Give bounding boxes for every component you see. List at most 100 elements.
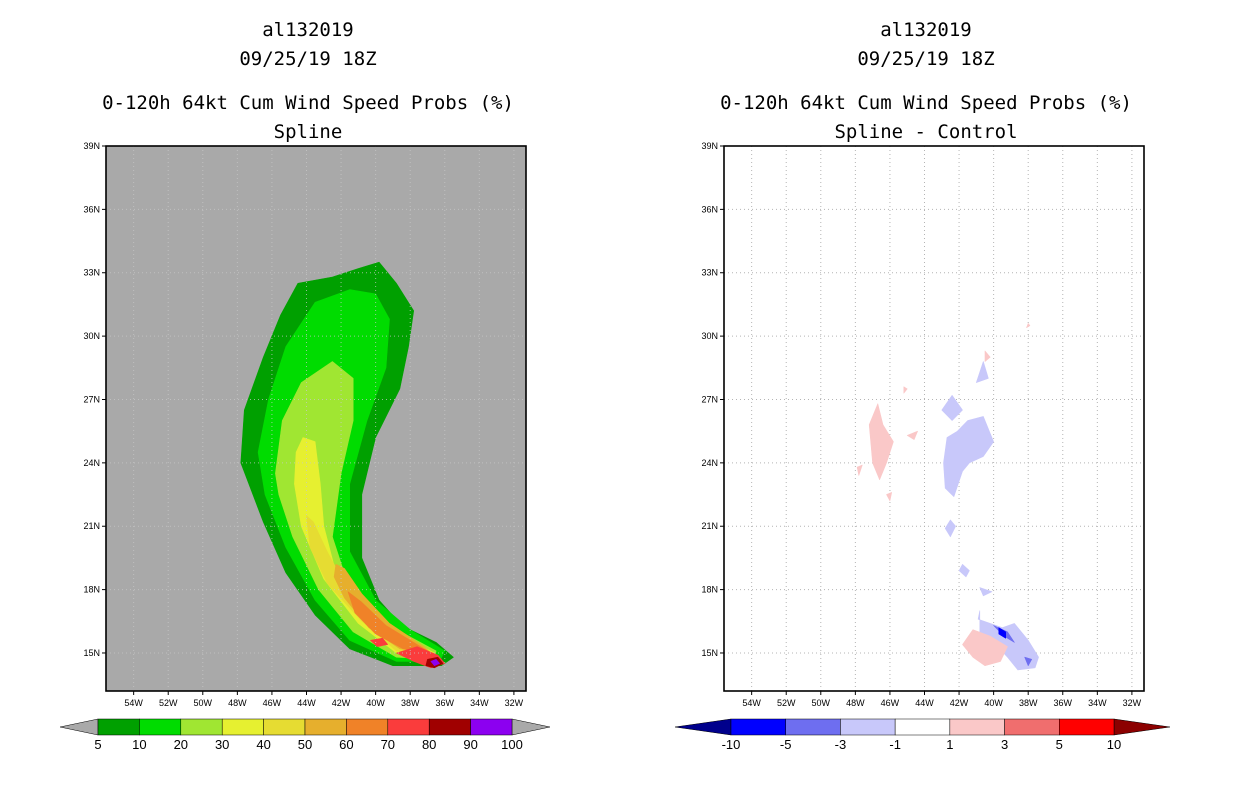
x-tick-label: 36W	[436, 698, 455, 708]
contour-level--3	[958, 563, 970, 578]
colorbar-swatch	[840, 718, 896, 736]
colorbar-extend-low	[674, 718, 732, 736]
x-tick-label: 48W	[228, 698, 247, 708]
colorbar: -10 -5 -3 -1 1 3 5 10	[674, 718, 1171, 752]
y-tick-label: 30N	[701, 331, 718, 341]
y-tick-label: 21N	[701, 521, 718, 531]
colorbar-swatch	[221, 718, 264, 736]
contour-level-3	[868, 403, 894, 481]
x-tick-label: 38W	[401, 698, 420, 708]
y-tick-label: 33N	[701, 268, 718, 278]
colorbar-label: 1	[946, 737, 953, 752]
colorbar-swatch	[97, 718, 140, 736]
left-title-date: 09/25/19 18Z	[239, 48, 377, 70]
contour-level-3	[962, 629, 1008, 667]
colorbar-label: 20	[174, 737, 188, 752]
y-tick-label: 15N	[701, 648, 718, 658]
contour-level-3	[906, 430, 918, 440]
left-title-method: Spline	[273, 121, 343, 143]
colorbar-swatch	[428, 718, 471, 736]
contour-level--3	[941, 394, 963, 421]
colorbar-label: 10	[132, 737, 146, 752]
y-tick-label: 33N	[83, 268, 100, 278]
colorbar-label: 10	[1107, 737, 1121, 752]
contour-level-3	[1026, 323, 1031, 329]
colorbar-label: 60	[339, 737, 353, 752]
x-tick-label: 40W	[984, 698, 1003, 708]
x-tick-label: 46W	[881, 698, 900, 708]
y-tick-label: 24N	[83, 458, 100, 468]
map-frame	[723, 145, 1145, 692]
colorbar-label: -3	[835, 737, 847, 752]
contours	[856, 323, 1039, 671]
x-tick-label: 34W	[470, 698, 489, 708]
x-tick-label: 40W	[366, 698, 385, 708]
y-tick-label: 30N	[83, 331, 100, 341]
contour-level--3	[975, 361, 989, 383]
colorbar-label: 70	[381, 737, 395, 752]
colorbar-label: -5	[780, 737, 792, 752]
right-title-storm: al132019	[880, 19, 972, 41]
colorbar-swatch	[785, 718, 841, 736]
colorbar-swatch	[139, 718, 182, 736]
colorbar-swatch	[346, 718, 389, 736]
x-tick-label: 42W	[950, 698, 969, 708]
left-title-storm: al132019	[262, 19, 354, 41]
colorbar-extend-high	[1113, 718, 1171, 736]
contour-level-3	[903, 386, 908, 394]
y-tick-label: 15N	[83, 648, 100, 658]
x-tick-label: 50W	[812, 698, 831, 708]
map-background	[724, 146, 1144, 691]
y-tick-label: 21N	[83, 521, 100, 531]
left-title-product: 0-120h 64kt Cum Wind Speed Probs (%)	[102, 92, 514, 114]
contour-level--10	[998, 627, 1007, 639]
y-tick-label: 18N	[701, 585, 718, 595]
colorbar-swatch	[470, 718, 513, 736]
contours	[240, 261, 454, 669]
colorbar-swatch	[949, 718, 1005, 736]
x-tick-label: 34W	[1088, 698, 1107, 708]
x-tick-label: 32W	[505, 698, 524, 708]
contour-level-100	[430, 658, 440, 667]
contour-level-3	[856, 464, 863, 476]
colorbar-swatch	[180, 718, 223, 736]
colorbar-label: 30	[215, 737, 229, 752]
colorbar-label: 3	[1001, 737, 1008, 752]
colorbar-label: -1	[889, 737, 901, 752]
x-tick-label: 54W	[124, 698, 143, 708]
colorbar-label: 50	[298, 737, 312, 752]
gridlines	[724, 145, 1144, 691]
x-tick-label: 32W	[1123, 698, 1142, 708]
y-tick-label: 39N	[701, 141, 718, 151]
colorbar-extend-high	[511, 718, 551, 736]
colorbar-swatch	[730, 718, 786, 736]
y-tick-label: 36N	[701, 204, 718, 214]
x-tick-label: 54W	[742, 698, 761, 708]
colorbar-label: -10	[722, 737, 741, 752]
right-title-date: 09/25/19 18Z	[857, 48, 995, 70]
colorbar-label: 80	[422, 737, 436, 752]
x-tick-label: 44W	[297, 698, 316, 708]
right-title-product: 0-120h 64kt Cum Wind Speed Probs (%)	[720, 92, 1132, 114]
gridlines	[106, 145, 526, 691]
colorbar: 5 10 20 30 40 50 60 70 80 90 100	[59, 718, 551, 752]
x-tick-label: 38W	[1019, 698, 1038, 708]
colorbar-label: 90	[463, 737, 477, 752]
contour-level--5	[1024, 656, 1032, 667]
colorbar-label: 40	[256, 737, 270, 752]
colorbar-label: 100	[501, 737, 523, 752]
y-tick-label: 24N	[701, 458, 718, 468]
x-tick-label: 52W	[777, 698, 796, 708]
y-tick-label: 36N	[83, 204, 100, 214]
colorbar-extend-low	[59, 718, 99, 736]
contour-level-3	[886, 492, 893, 502]
x-tick-label: 46W	[263, 698, 282, 708]
colorbar-swatch	[304, 718, 347, 736]
x-tick-label: 52W	[159, 698, 178, 708]
x-tick-label: 50W	[194, 698, 213, 708]
y-tick-label: 39N	[83, 141, 100, 151]
map-frame	[105, 145, 527, 692]
contour-level-70	[370, 637, 389, 647]
right-title-method: Spline - Control	[834, 121, 1018, 143]
